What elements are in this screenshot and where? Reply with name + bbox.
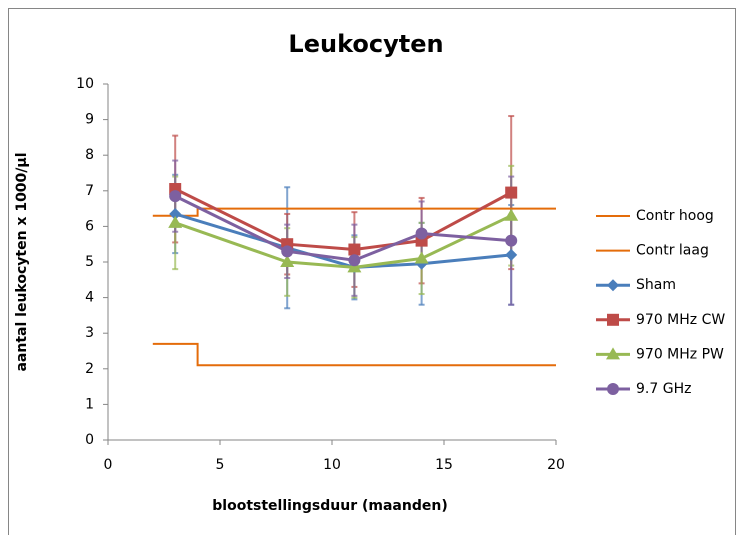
x-tick-label: 0 [104, 457, 113, 473]
marker [414, 251, 429, 264]
legend-marker [607, 383, 619, 395]
y-tick-label: 5 [85, 254, 94, 270]
marker [504, 208, 519, 221]
marker [348, 243, 361, 256]
legend-label: Contr hoog [636, 208, 714, 224]
y-axis-label: aantal leukocyten x 1000/µl [14, 152, 30, 371]
y-tick-label: 10 [76, 76, 94, 92]
x-axis-label: blootstellingsduur (maanden) [212, 498, 447, 514]
y-tick-label: 8 [85, 147, 94, 163]
legend-label: Contr laag [636, 243, 709, 259]
series-line [152, 342, 556, 367]
legend-label: 970 MHz PW [636, 346, 724, 362]
chart-title: Leukocyten [288, 30, 443, 58]
y-tick-label: 1 [85, 396, 94, 412]
marker [505, 186, 518, 199]
marker [505, 248, 518, 261]
legend-label: 970 MHz CW [636, 312, 725, 328]
marker [168, 215, 183, 228]
marker [348, 254, 361, 267]
marker [415, 227, 428, 240]
marker [505, 234, 518, 247]
x-tick-label: 5 [216, 457, 225, 473]
y-tick-label: 4 [85, 290, 94, 306]
marker [169, 190, 182, 203]
x-tick-label: 10 [323, 457, 341, 473]
y-tick-label: 9 [85, 112, 94, 128]
y-tick-label: 0 [85, 432, 94, 448]
legend-marker [606, 347, 620, 360]
legend-marker [607, 279, 619, 292]
legend-label: 9.7 GHz [636, 381, 691, 397]
y-tick-label: 6 [85, 218, 94, 234]
marker [281, 245, 294, 258]
y-tick-label: 7 [85, 183, 94, 199]
marker [280, 255, 295, 267]
y-tick-label: 3 [85, 325, 94, 341]
chart-border [8, 8, 736, 540]
y-tick-label: 2 [85, 361, 94, 377]
x-tick-label: 20 [547, 457, 565, 473]
marker [347, 260, 362, 273]
legend-marker [607, 313, 619, 326]
x-tick-label: 15 [435, 457, 453, 473]
marker [169, 207, 182, 220]
legend-label: Sham [636, 277, 676, 293]
